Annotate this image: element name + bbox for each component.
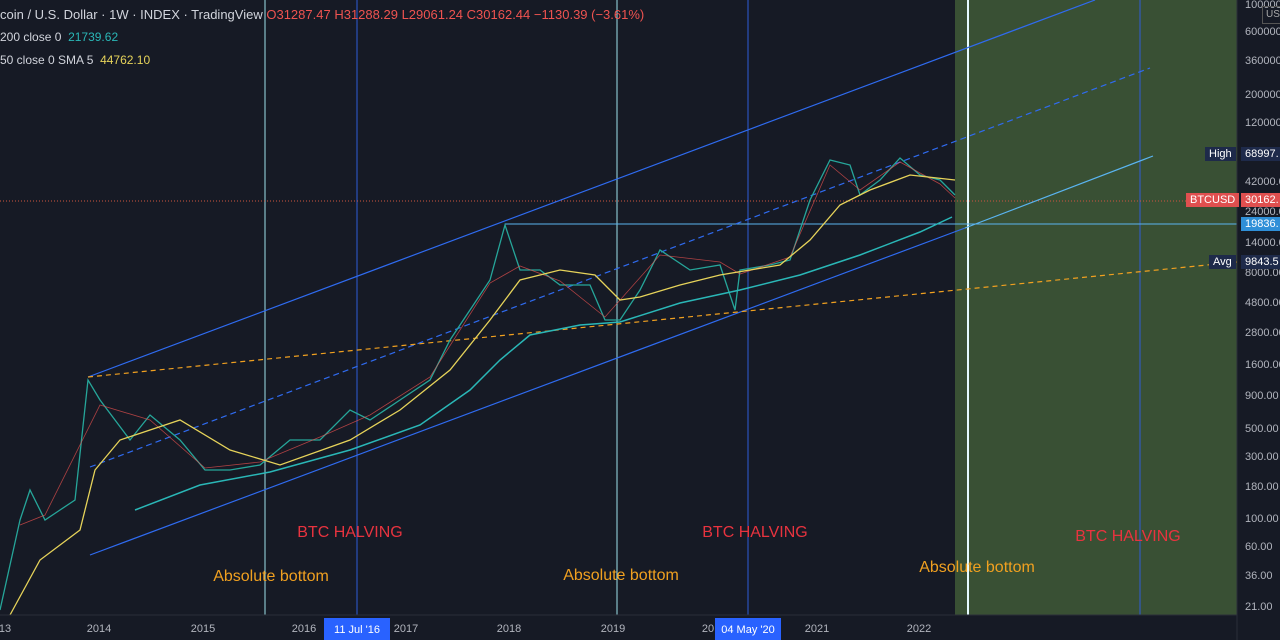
- bottom-note: Absolute bottom: [563, 567, 679, 584]
- close: C30162.44: [466, 7, 531, 22]
- time-marker: 04 May '20: [721, 624, 774, 636]
- halving-note: BTC HALVING: [1075, 528, 1181, 545]
- price-label: 360000.00: [1245, 55, 1280, 67]
- time-label: 2022: [907, 623, 931, 635]
- bottom-note: Absolute bottom: [213, 568, 329, 585]
- avg-trend: [87, 261, 1238, 378]
- time-label: 20: [702, 623, 714, 635]
- channel-upper: [87, 0, 1096, 378]
- time-axis: [0, 615, 1237, 640]
- price-label: 1000000.00: [1245, 0, 1280, 11]
- price-label: 600000.00: [1245, 26, 1280, 38]
- price-label: 14000.00: [1245, 237, 1280, 249]
- time-marker-bg: [324, 618, 390, 640]
- line-value: 19836.: [1241, 217, 1280, 231]
- time-label: 2017: [394, 623, 418, 635]
- price-label: 500.00: [1245, 423, 1279, 435]
- currency-button[interactable]: USD: [1262, 6, 1280, 24]
- high: H31288.29: [334, 7, 398, 22]
- price-label: 21.00: [1245, 601, 1273, 613]
- last-value: 30162.: [1241, 193, 1280, 207]
- price-axis: [1237, 0, 1280, 640]
- price-label: 24000.00: [1245, 206, 1280, 218]
- time-label: 2019: [601, 623, 625, 635]
- indicator-label: 200 close 0: [0, 30, 62, 44]
- channel-lower: [89, 227, 966, 556]
- price-label: 100.00: [1245, 513, 1279, 525]
- price-label: 60.00: [1245, 541, 1273, 553]
- price-label: 8000.00: [1245, 267, 1280, 279]
- price-label: 900.00: [1245, 390, 1279, 402]
- open: O31287.47: [266, 7, 331, 22]
- header: coin / U.S. Dollar · 1W · INDEX · Tradin…: [0, 7, 644, 22]
- price-label: 42000.00: [1245, 176, 1280, 188]
- channel-lower-ext: [964, 155, 1154, 229]
- symbol-label: BTCUSD: [1186, 193, 1240, 207]
- future-zone: [955, 0, 1237, 615]
- halving-note: BTC HALVING: [297, 524, 403, 541]
- low: L29061.24: [401, 7, 464, 22]
- ohlc: O31287.47 H31288.29 L29061.24 C30162.44 …: [266, 7, 644, 22]
- time-label: 2021: [805, 623, 829, 635]
- indicator[interactable]: 50 close 0 SMA 5 44762.10: [0, 53, 150, 67]
- halving-note: BTC HALVING: [702, 524, 808, 541]
- time-marker-bg: [715, 618, 781, 640]
- change: −1130.39 (−3.61%): [533, 7, 645, 22]
- indicator-value: 44762.10: [100, 53, 151, 67]
- price-label: 180.00: [1245, 481, 1279, 493]
- price-series-down: [19, 161, 956, 526]
- avg-value: 9843.5: [1241, 255, 1280, 269]
- price-series: [0, 157, 956, 611]
- indicator[interactable]: 200 close 0 21739.62: [0, 30, 118, 44]
- bottom-note: Absolute bottom: [919, 559, 1035, 576]
- time-label: 2016: [292, 623, 316, 635]
- indicator-value: 21739.62: [68, 30, 119, 44]
- price-label: 4800.00: [1245, 297, 1280, 309]
- time-label: 2014: [87, 623, 111, 635]
- price-label: 200000.00: [1245, 89, 1280, 101]
- sma-200: [134, 216, 953, 511]
- price-label: 2800.00: [1245, 327, 1280, 339]
- avg-label: Avg: [1209, 255, 1236, 269]
- time-label: 2015: [191, 623, 215, 635]
- time-label: 2018: [497, 623, 521, 635]
- high-value: 68997.: [1241, 147, 1280, 161]
- symbol: coin / U.S. Dollar · 1W · INDEX · Tradin…: [0, 7, 263, 22]
- price-label: 300.00: [1245, 451, 1279, 463]
- price-label: 120000.00: [1245, 117, 1280, 129]
- time-label: 13: [0, 623, 11, 635]
- price-label: 1600.00: [1245, 359, 1280, 371]
- sma-50: [9, 174, 956, 616]
- channel-middle: [89, 67, 1151, 468]
- price-label: 36.00: [1245, 570, 1273, 582]
- time-marker: 11 Jul '16: [334, 624, 380, 636]
- high-label: High: [1205, 147, 1236, 161]
- indicator-label: 50 close 0 SMA 5: [0, 53, 94, 67]
